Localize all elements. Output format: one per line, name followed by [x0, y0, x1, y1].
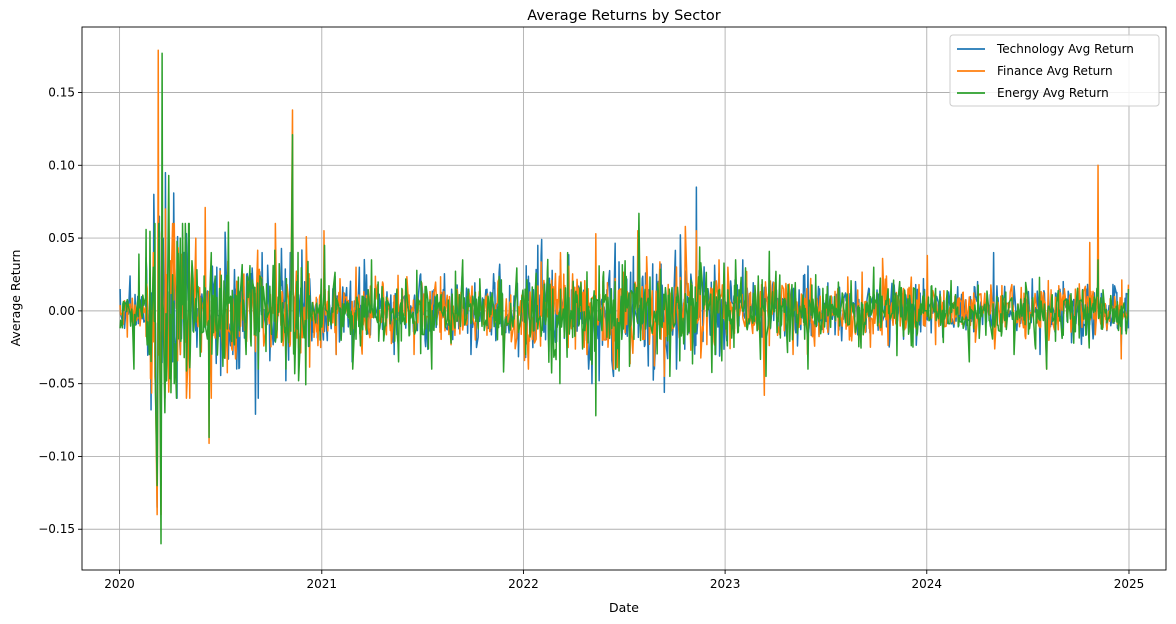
series-group: [119, 49, 1130, 545]
y-tick-label: 0.05: [48, 231, 75, 245]
legend: Technology Avg Return Finance Avg Return E…: [949, 34, 1160, 107]
y-tick-label: 0.15: [48, 86, 75, 100]
chart-title: Average Returns by Sector: [527, 8, 720, 24]
legend-entries: Technology Avg Return Finance Avg Return E…: [957, 42, 1134, 100]
y-tick-label: −0.05: [38, 377, 75, 391]
legend-label-energy: Energy Avg Return: [997, 86, 1109, 100]
x-axis-label: Date: [609, 600, 639, 615]
y-axis-label: Average Return: [8, 250, 23, 347]
x-tick-label: 2024: [911, 577, 942, 591]
axis-ticks: 2020 2021 2022 2023 2024 2025 −0.15 −0.10 −0.05 0…: [38, 86, 1144, 591]
x-tick-label: 2025: [1114, 577, 1145, 591]
x-tick-label: 2021: [307, 577, 338, 591]
legend-box: [949, 34, 1160, 107]
y-tick-label: −0.10: [38, 449, 75, 463]
y-tick-label: −0.15: [38, 522, 75, 536]
x-tick-label: 2023: [710, 577, 741, 591]
plot-frame: [81, 26, 1167, 571]
y-tick-label: 0.00: [48, 304, 75, 318]
legend-label-finance: Finance Avg Return: [997, 64, 1113, 78]
legend-label-technology: Technology Avg Return: [996, 42, 1134, 56]
x-tick-label: 2022: [508, 577, 539, 591]
y-tick-label: 0.10: [48, 158, 75, 172]
x-tick-label: 2020: [104, 577, 135, 591]
series-line-energy: [119, 52, 1130, 545]
